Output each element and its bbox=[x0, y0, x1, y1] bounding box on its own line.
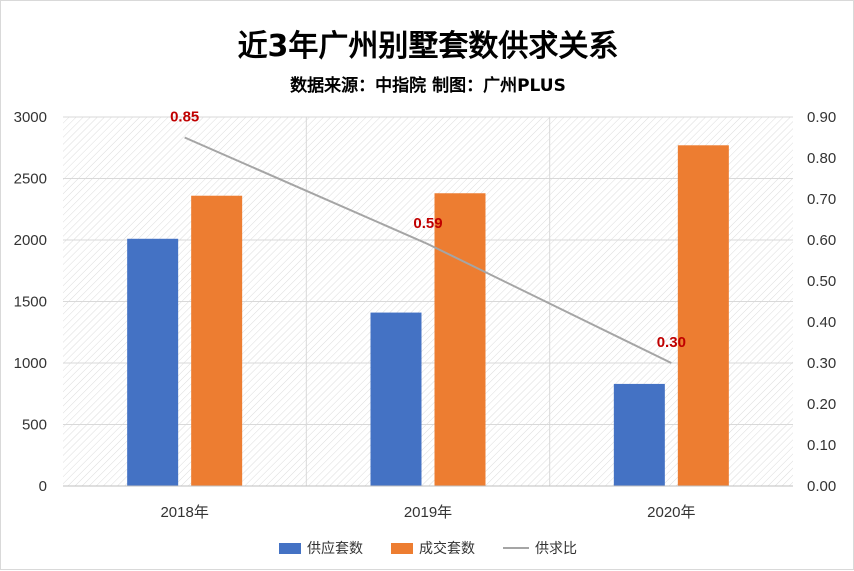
legend-item-supply: 供应套数 bbox=[279, 538, 363, 558]
bar-deals-1 bbox=[434, 193, 486, 486]
legend-label-deals: 成交套数 bbox=[419, 541, 475, 557]
legend-swatch-ratio bbox=[503, 547, 529, 549]
chart-subtitle: 数据来源：中指院 制图：广州PLUS bbox=[290, 76, 566, 96]
right-tick-label: 0.70 bbox=[807, 191, 836, 208]
left-tick-label: 0 bbox=[39, 478, 47, 495]
left-tick-label: 1000 bbox=[14, 355, 47, 372]
ratio-data-label: 0.30 bbox=[657, 334, 686, 351]
ratio-line bbox=[184, 136, 672, 364]
right-axis: 0.00 0.10 0.20 0.30 0.40 0.50 0.60 0.70 0.80 0.90 bbox=[807, 109, 836, 495]
x-tick-label: 2019年 bbox=[404, 504, 452, 521]
legend-item-ratio: 供求比 bbox=[503, 538, 577, 558]
legend-label-ratio: 供求比 bbox=[535, 541, 577, 557]
chart-title: 近3年广州别墅套数供求关系 bbox=[237, 29, 619, 64]
right-tick-label: 0.50 bbox=[807, 273, 836, 290]
right-tick-label: 0.00 bbox=[807, 478, 836, 495]
bar-supply-1 bbox=[370, 312, 422, 486]
legend-label-supply: 供应套数 bbox=[307, 541, 363, 557]
right-tick-label: 0.80 bbox=[807, 150, 836, 167]
legend: 供应套数 成交套数 供求比 bbox=[1, 538, 854, 558]
right-tick-label: 0.90 bbox=[807, 109, 836, 126]
ratio-data-label: 0.59 bbox=[413, 215, 442, 232]
legend-item-deals: 成交套数 bbox=[391, 538, 475, 558]
left-tick-label: 500 bbox=[22, 417, 47, 434]
left-tick-label: 2000 bbox=[14, 232, 47, 249]
legend-swatch-supply bbox=[279, 542, 301, 554]
left-tick-label: 2500 bbox=[14, 171, 47, 188]
right-tick-label: 0.10 bbox=[807, 437, 836, 454]
right-tick-label: 0.60 bbox=[807, 232, 836, 249]
right-tick-label: 0.30 bbox=[807, 355, 836, 372]
x-tick-label: 2020年 bbox=[647, 504, 695, 521]
legend-swatch-deals bbox=[391, 542, 413, 554]
bar-supply-0 bbox=[127, 238, 179, 486]
left-tick-label: 1500 bbox=[14, 294, 47, 311]
left-tick-label: 3000 bbox=[14, 109, 47, 126]
gridlines bbox=[63, 116, 793, 486]
x-tick-label: 2018年 bbox=[160, 504, 208, 521]
left-axis: 0 500 1000 1500 2000 2500 3000 bbox=[14, 109, 47, 495]
right-tick-label: 0.40 bbox=[807, 314, 836, 331]
line-series: 0.85 0.59 0.30 bbox=[170, 109, 686, 364]
ratio-data-label: 0.85 bbox=[170, 109, 199, 126]
bar-series bbox=[127, 145, 729, 487]
bar-deals-2 bbox=[677, 145, 729, 487]
x-axis: 2018年 2019年 2020年 bbox=[160, 504, 695, 521]
bar-supply-2 bbox=[613, 383, 665, 486]
bar-deals-0 bbox=[191, 195, 243, 486]
right-tick-label: 0.20 bbox=[807, 396, 836, 413]
